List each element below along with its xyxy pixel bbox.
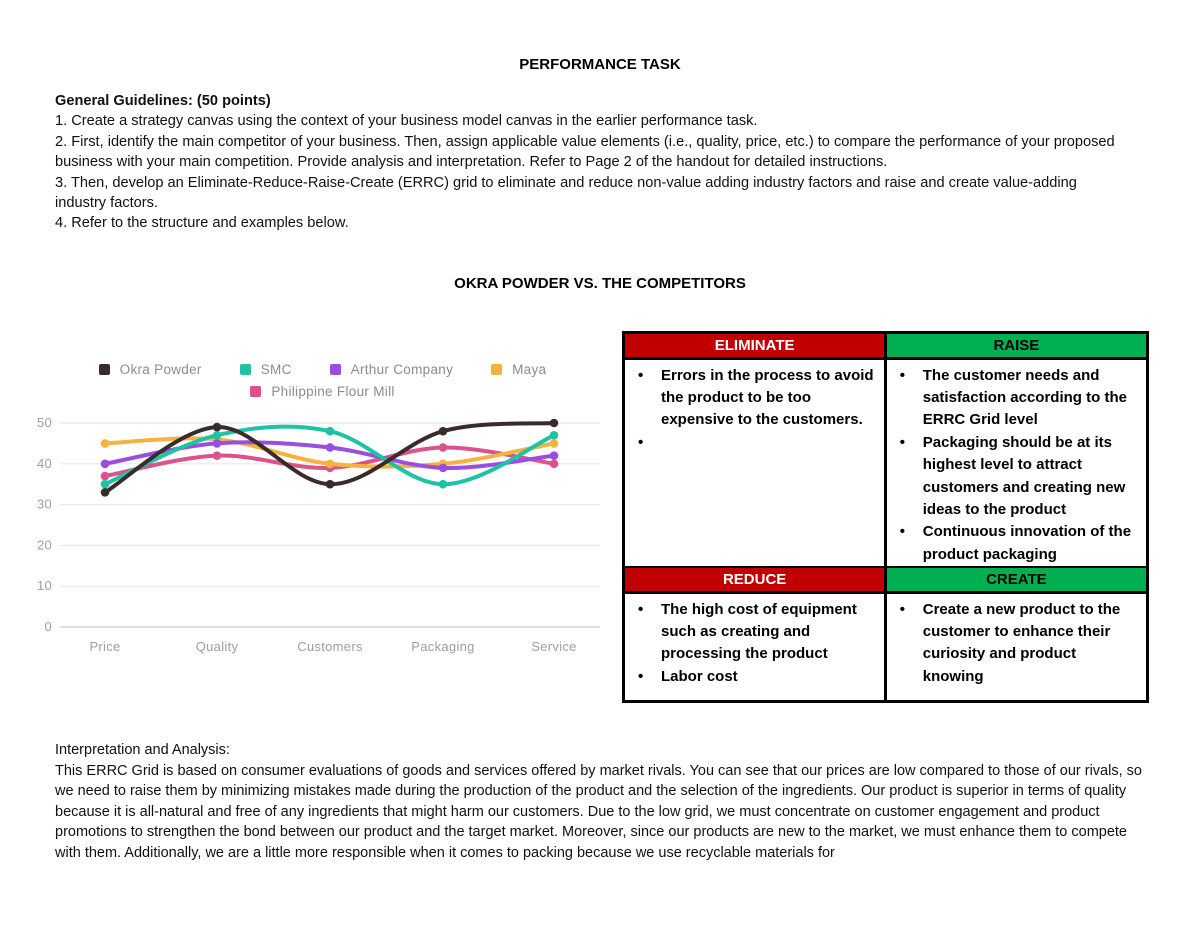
svg-text:20: 20 <box>37 537 52 552</box>
eliminate-items: Errors in the process to avoid the produ… <box>625 365 876 455</box>
legend-label: Maya <box>512 362 547 377</box>
legend-swatch-icon <box>329 364 341 375</box>
svg-text:Quality: Quality <box>196 639 239 654</box>
bullet-item <box>625 432 876 454</box>
eliminate-cell: Errors in the process to avoid the produ… <box>625 359 885 566</box>
interpretation-body: This ERRC Grid is based on consumer eval… <box>55 762 1142 861</box>
legend-item: Okra Powder <box>98 362 202 377</box>
bullet-item: Create a new product to the customer to … <box>887 599 1138 689</box>
bullet-item: The high cost of equipment such as creat… <box>625 599 876 666</box>
create-cell: Create a new product to the customer to … <box>886 593 1146 700</box>
strategy-canvas-chart: Okra Powder SMC Arthur Company Maya Philippi… <box>30 360 615 678</box>
legend-swatch-icon <box>491 364 503 375</box>
errc-grid-table: ELIMINATE RAISE Errors in the process to… <box>622 331 1149 703</box>
create-header: CREATE <box>886 568 1146 591</box>
legend-item: Arthur Company <box>329 362 454 377</box>
legend-swatch-icon <box>250 386 262 397</box>
guidelines-heading: General Guidelines: (50 points) <box>55 93 271 109</box>
raise-header: RAISE <box>886 334 1146 357</box>
svg-text:Price: Price <box>89 639 120 654</box>
svg-text:Customers: Customers <box>297 639 363 654</box>
bullet-item: Labor cost <box>625 666 876 689</box>
bullet-item: Continuous innovation of the product pac… <box>887 521 1138 566</box>
chart-heading: OKRA POWDER VS. THE COMPETITORS <box>454 275 746 292</box>
interpretation-section: Interpretation and Analysis: This ERRC G… <box>55 740 1143 863</box>
raise-items: The customer needs and satisfaction acco… <box>887 365 1138 567</box>
bullet-item: The customer needs and satisfaction acco… <box>887 365 1138 432</box>
legend-item: Maya <box>491 362 546 377</box>
svg-text:Service: Service <box>531 639 576 654</box>
line-chart-plot: 0 10 20 30 40 50 Price Quality Customers Packagin… <box>37 415 600 654</box>
raise-cell: The customer needs and satisfaction acco… <box>886 359 1146 567</box>
chart-legend: Okra Powder SMC Arthur Company Maya Philippi… <box>30 360 615 405</box>
guidelines-list: 1. Create a strategy canvas using the co… <box>55 111 1117 233</box>
page-title: PERFORMANCE TASK <box>519 56 681 73</box>
guideline-item: 1. Create a strategy canvas using the co… <box>55 113 758 130</box>
legend-item: SMC <box>239 362 292 377</box>
svg-text:0: 0 <box>44 619 52 634</box>
reduce-cell: The high cost of equipment such as creat… <box>625 593 885 700</box>
bullet-item: Errors in the process to avoid the produ… <box>625 365 876 432</box>
svg-text:30: 30 <box>37 497 52 512</box>
guideline-item: 4. Refer to the structure and examples b… <box>55 215 349 232</box>
guideline-item: 3. Then, develop an Eliminate-Reduce-Rai… <box>55 174 1077 212</box>
svg-text:50: 50 <box>37 415 52 430</box>
svg-text:40: 40 <box>37 456 52 471</box>
reduce-items: The high cost of equipment such as creat… <box>625 599 876 689</box>
svg-text:Packaging: Packaging <box>411 639 474 654</box>
legend-label: SMC <box>260 362 292 377</box>
legend-swatch-icon <box>98 364 110 375</box>
bullet-item: Packaging should be at its highest level… <box>887 432 1138 522</box>
interpretation-heading: Interpretation and Analysis: <box>55 742 230 758</box>
general-guidelines: General Guidelines: (50 points) 1. Creat… <box>55 91 1117 234</box>
legend-label: Philippine Flour Mill <box>271 384 395 399</box>
reduce-header: REDUCE <box>625 568 885 591</box>
legend-label: Arthur Company <box>350 362 454 377</box>
legend-swatch-icon <box>239 364 251 375</box>
svg-text:10: 10 <box>37 578 52 593</box>
legend-item: Philippine Flour Mill <box>250 384 394 399</box>
create-items: Create a new product to the customer to … <box>887 599 1138 689</box>
legend-label: Okra Powder <box>119 362 202 377</box>
guideline-item: 2. First, identify the main competitor o… <box>55 133 1115 171</box>
eliminate-header: ELIMINATE <box>625 334 885 357</box>
